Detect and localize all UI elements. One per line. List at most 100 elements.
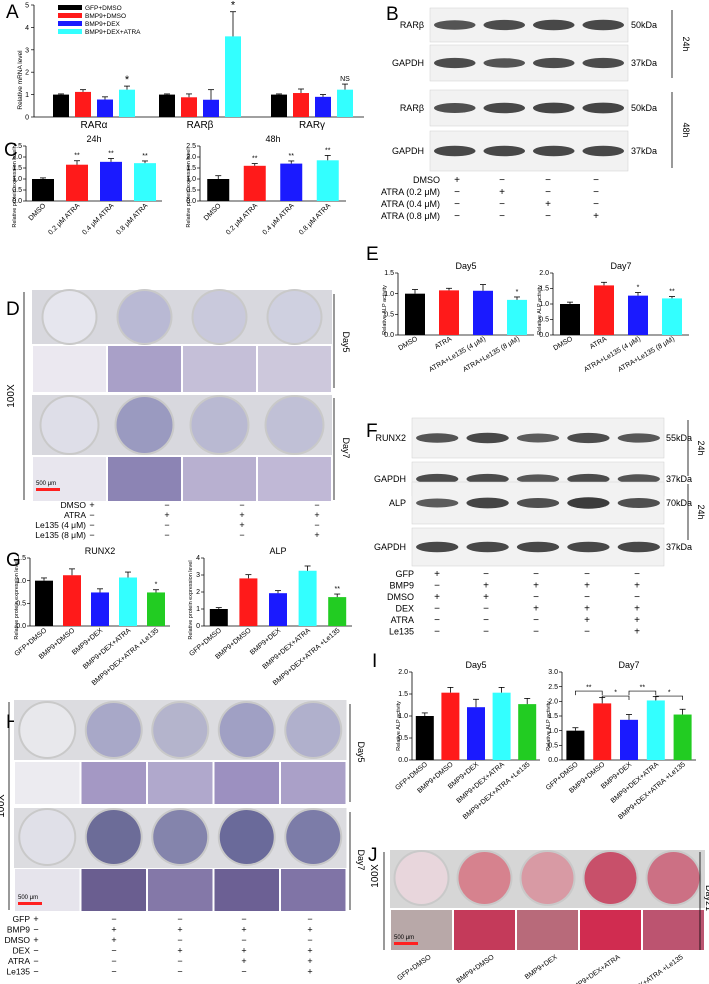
band xyxy=(567,473,610,485)
band xyxy=(416,433,459,443)
time-label: 48h xyxy=(681,122,691,137)
blot-row xyxy=(429,89,629,127)
band xyxy=(466,432,509,444)
treatment-sign: + xyxy=(307,946,312,956)
treatment-sign: − xyxy=(177,935,182,945)
treatment-sign: − xyxy=(33,967,38,977)
micrograph xyxy=(258,346,331,392)
y-tick-label: 1.0 xyxy=(398,713,408,720)
y-tick-label: 0.5 xyxy=(539,317,549,324)
bar xyxy=(439,290,459,335)
y-tick-label: 0.5 xyxy=(398,735,408,742)
blot-row xyxy=(411,417,665,459)
well xyxy=(268,291,321,343)
treatment-sign: − xyxy=(634,592,640,603)
treatment-sign: − xyxy=(483,569,489,580)
micrograph xyxy=(81,762,146,804)
bar xyxy=(239,578,258,626)
panel-e: Relative ALP activity Relative ALP activ… xyxy=(382,261,689,374)
treatment-label: GFP xyxy=(395,569,414,579)
micrograph xyxy=(108,346,181,392)
bar xyxy=(662,298,682,335)
treatment-sign: − xyxy=(239,530,244,540)
bar xyxy=(646,700,665,760)
band xyxy=(466,541,509,553)
treatment-label: DMSO xyxy=(413,175,440,185)
chart-title: RUNX2 xyxy=(85,546,116,556)
treatment-label: Le135 (8 μM) xyxy=(35,530,86,540)
chart-title: Day7 xyxy=(610,261,631,271)
treatment-sign: + xyxy=(434,569,440,580)
blot-row xyxy=(411,527,665,567)
well xyxy=(219,810,274,864)
significance-mark: * xyxy=(516,289,519,296)
significance-mark: * xyxy=(668,690,671,697)
treatment-sign: − xyxy=(545,187,551,198)
well xyxy=(584,852,637,904)
treatment-sign: − xyxy=(241,914,246,924)
well xyxy=(219,703,274,757)
bar xyxy=(35,580,53,626)
y-tick-label: 0 xyxy=(25,115,29,122)
micrograph xyxy=(81,869,146,911)
treatment-sign: − xyxy=(314,500,319,510)
bar xyxy=(673,714,692,760)
category-label: 0.4 μM ATRA xyxy=(81,202,115,236)
bar xyxy=(119,89,135,117)
treatment-sign: − xyxy=(89,520,94,530)
blot-kda-label: 55kDa xyxy=(666,433,692,443)
y-tick-label: 2.5 xyxy=(12,143,22,150)
well xyxy=(193,291,246,343)
micrograph xyxy=(148,869,213,911)
treatment-label: ATRA (0.2 μM) xyxy=(381,187,440,197)
y-tick-label: 0.0 xyxy=(186,198,196,205)
blot-kda-label: 37kDa xyxy=(631,146,657,156)
legend-swatch-1 xyxy=(58,13,82,18)
micrograph xyxy=(148,762,213,804)
y-tick-label: 1.5 xyxy=(539,286,549,293)
blot-row xyxy=(429,44,629,82)
blot-row-label: RARβ xyxy=(400,20,424,30)
y-tick-label: 2 xyxy=(196,589,200,596)
treatment-sign: − xyxy=(483,615,489,626)
blot-row-label: GAPDH xyxy=(374,474,406,484)
treatment-sign: + xyxy=(533,604,539,615)
band xyxy=(416,473,459,485)
treatment-sign: − xyxy=(584,627,590,638)
treatment-sign: − xyxy=(164,500,169,510)
panel-i-chart-day7: 0.00.51.01.52.02.53.0GFP+DMSOBMP9+DMSOBM… xyxy=(545,660,696,821)
blot-kda-label: 37kDa xyxy=(666,474,692,484)
category-label: 0.8 μM ATRA xyxy=(298,202,332,236)
scale-label: 500 μm xyxy=(394,935,414,941)
category-label: BMP9+DEX+ATRA +Le135 xyxy=(611,954,685,984)
treatment-sign: − xyxy=(111,946,116,956)
treatment-label: Le135 (4 μM) xyxy=(35,520,86,530)
treatment-sign: − xyxy=(241,967,246,977)
panel-f-western-blot: RUNX2 55kDa GAPDH 37kDa ALP 70kDa GAPDH 37kDa 24… xyxy=(374,417,706,638)
treatment-sign: − xyxy=(499,211,505,222)
micrograph xyxy=(108,457,181,501)
y-tick-label: 0.5 xyxy=(548,743,558,750)
significance-bracket xyxy=(628,690,657,696)
bar xyxy=(159,94,175,117)
y-tick-label: 1.0 xyxy=(539,301,549,308)
y-tick-label: 0.5 xyxy=(186,187,196,194)
blot-row-label: RUNX2 xyxy=(375,433,406,443)
band xyxy=(582,19,625,31)
bar xyxy=(594,285,614,335)
y-tick-label: 0.5 xyxy=(12,187,22,194)
legend-text-0: GFP+DMSO xyxy=(85,5,122,12)
treatment-sign: − xyxy=(454,199,460,210)
panel-label-d: D xyxy=(6,299,20,320)
treatment-label: Le135 xyxy=(389,627,414,637)
y-tick-label: 4 xyxy=(196,555,200,562)
panel-label-i: I xyxy=(372,651,377,672)
y-tick-label: 2.5 xyxy=(548,684,558,691)
y-tick-label: 2.0 xyxy=(398,669,408,676)
panel-c-ylabel-48h: Relative protein expression level xyxy=(186,148,192,227)
significance-mark: ** xyxy=(142,153,148,160)
y-tick-label: 3 xyxy=(196,572,200,579)
treatment-sign: − xyxy=(89,510,94,520)
band xyxy=(567,432,610,444)
bar xyxy=(207,179,230,201)
